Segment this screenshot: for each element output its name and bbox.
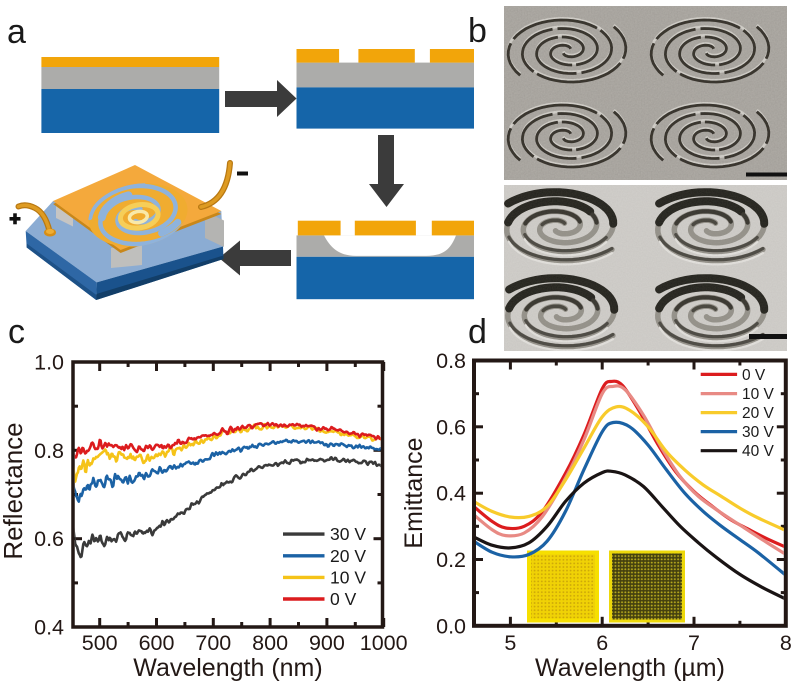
svg-text:8: 8 [780, 631, 792, 655]
svg-text:600: 600 [139, 631, 175, 655]
svg-text:Emittance: Emittance [400, 437, 428, 548]
svg-text:0.0: 0.0 [436, 614, 466, 638]
svg-text:0.4: 0.4 [34, 616, 64, 640]
svg-text:800: 800 [252, 631, 288, 655]
svg-text:20 V: 20 V [742, 405, 775, 422]
svg-text:1.0: 1.0 [34, 351, 64, 375]
svg-text:10 V: 10 V [742, 386, 775, 403]
svg-text:700: 700 [195, 631, 231, 655]
svg-text:Reflectance: Reflectance [0, 422, 28, 559]
svg-text:30 V: 30 V [742, 424, 775, 441]
svg-text:0.6: 0.6 [436, 415, 466, 439]
svg-text:30 V: 30 V [330, 524, 366, 544]
svg-text:0.4: 0.4 [436, 482, 466, 506]
svg-text:40 V: 40 V [742, 443, 775, 460]
svg-text:6: 6 [596, 631, 608, 655]
svg-text:a: a [7, 13, 26, 51]
svg-text:20 V: 20 V [330, 546, 366, 566]
svg-text:0.8: 0.8 [34, 439, 64, 463]
svg-text:7: 7 [688, 631, 700, 655]
svg-text:0.6: 0.6 [34, 527, 64, 551]
svg-text:5: 5 [504, 631, 516, 655]
svg-text:500: 500 [82, 631, 118, 655]
svg-text:b: b [468, 12, 487, 50]
svg-text:0 V: 0 V [330, 589, 357, 609]
svg-text:900: 900 [309, 631, 345, 655]
svg-text:0 V: 0 V [742, 367, 766, 384]
svg-text:Wavelength (nm): Wavelength (nm) [133, 654, 322, 682]
svg-text:10 V: 10 V [330, 567, 366, 587]
svg-text:c: c [8, 313, 25, 351]
svg-text:0.8: 0.8 [436, 349, 466, 373]
svg-text:0.2: 0.2 [436, 548, 466, 572]
svg-text:1000: 1000 [360, 631, 408, 655]
svg-text:Wavelength (µm): Wavelength (µm) [535, 654, 725, 682]
svg-text:d: d [468, 313, 487, 351]
